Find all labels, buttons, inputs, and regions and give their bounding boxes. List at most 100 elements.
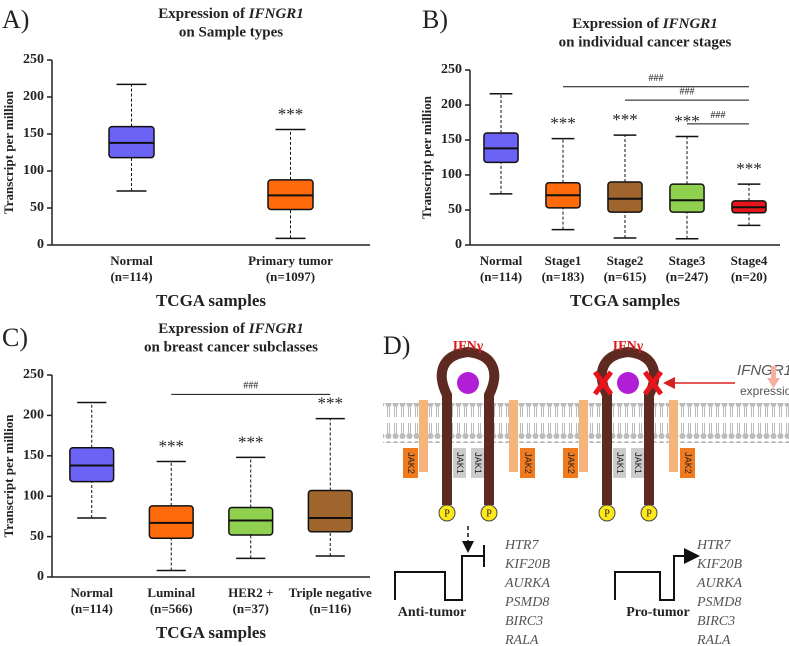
gene: RALA: [696, 633, 731, 646]
panel-label: A): [2, 5, 29, 34]
x-axis-label: TCGA samples: [156, 291, 266, 310]
significance: ***: [278, 104, 304, 123]
bracket-label: ###: [711, 110, 726, 121]
y-axis-label: Transcript per million: [419, 95, 434, 219]
significance: ***: [318, 394, 344, 413]
gene: RALA: [504, 633, 539, 646]
jak-label: JAK1: [455, 452, 465, 474]
y-axis-label: Transcript per million: [1, 414, 16, 538]
jak-label: JAK1: [615, 452, 625, 474]
significance: ***: [736, 159, 762, 178]
y-tick-label: 50: [448, 202, 462, 217]
promoter-repressed: [394, 545, 485, 601]
y-tick-label: 150: [23, 448, 44, 463]
title-gene: IFNGR1: [248, 6, 304, 22]
category-count: (n=183): [542, 269, 585, 284]
gene: AURKA: [504, 576, 551, 591]
y-tick-label: 100: [441, 167, 462, 182]
y-axis-label: Transcript per million: [1, 90, 16, 214]
x-tick-label: Luminal: [147, 585, 195, 600]
y-tick-label: 150: [441, 132, 462, 147]
jak-label: JAK2: [683, 452, 693, 474]
category-count: (n=566): [150, 601, 193, 616]
x-axis-label: TCGA samples: [156, 623, 266, 642]
x-tick-label: HER2 +: [228, 585, 273, 600]
phospho: P: [604, 508, 610, 519]
y-tick-label: 250: [23, 367, 44, 382]
y-tick-label: 250: [23, 52, 44, 67]
jak-label: JAK1: [473, 452, 483, 474]
gene: AURKA: [696, 576, 743, 591]
gene: HTR7: [504, 538, 539, 553]
y-tick-label: 200: [441, 97, 462, 112]
phospho: P: [444, 508, 450, 519]
y-tick-label: 200: [23, 408, 44, 423]
x-tick-label: Stage2: [607, 253, 644, 268]
x-tick-label: Stage4: [731, 253, 768, 268]
jak-label: JAK2: [566, 452, 576, 474]
panel-label: C): [2, 323, 28, 352]
y-tick-label: 0: [37, 569, 44, 584]
x-tick-label: Normal: [480, 253, 523, 268]
phospho: P: [646, 508, 652, 519]
gene: BIRC3: [505, 614, 543, 629]
category-count: (n=116): [309, 601, 351, 616]
gene-lists: HTR7 HTR7 KIF20B KIF20B AURKA AURKA PSMD8 PSMD8…: [504, 538, 743, 646]
x-tick-label: Stage1: [545, 253, 582, 268]
chart-title: Expression of IFNGR1: [158, 6, 304, 22]
title-text: Expression of: [158, 6, 249, 22]
title-gene: IFNGR1: [662, 16, 718, 32]
chart-title: Expression of IFNGR1: [572, 16, 718, 32]
significance: ***: [612, 110, 638, 129]
jak-label: JAK1: [633, 452, 643, 474]
receptor-right: IFNγ IFNGR1 expression JAK2 JAK1 JAK1 JA…: [563, 339, 789, 522]
receptor-left: IFNγ JAK2 JAK1 JAK1 JAK2 P P: [403, 339, 535, 522]
y-tick-label: 0: [455, 237, 462, 252]
gene: PSMD8: [696, 595, 741, 610]
y-tick-label: 100: [23, 163, 44, 178]
box: [607, 181, 643, 213]
y-tick-label: 200: [23, 89, 44, 104]
significance: ***: [159, 436, 185, 455]
category-count: (n=20): [731, 269, 767, 284]
chart-subtitle: on Sample types: [179, 24, 283, 40]
chart-title: Expression of IFNGR1: [158, 321, 304, 337]
outcome: Anti-tumor: [398, 605, 466, 620]
outcome: Pro-tumor: [626, 605, 690, 620]
significance: ***: [674, 111, 700, 130]
y-tick-label: 150: [23, 126, 44, 141]
category-count: (n=247): [666, 269, 709, 284]
receptor-note: expression: [740, 384, 789, 398]
y-tick-label: 50: [30, 200, 44, 215]
receptor-name: IFNGR1: [737, 362, 789, 379]
gene: PSMD8: [504, 595, 549, 610]
box: [307, 489, 353, 533]
category-count: (n=114): [110, 269, 152, 284]
x-tick-label: Primary tumor: [248, 253, 333, 268]
significance: ***: [550, 114, 576, 133]
bracket-label: ###: [243, 381, 258, 392]
chart-subtitle: on individual cancer stages: [559, 34, 732, 50]
x-tick-label: Stage3: [669, 253, 706, 268]
category-count: (n=1097): [266, 269, 315, 284]
category-count: (n=114): [480, 269, 522, 284]
y-tick-label: 50: [30, 529, 44, 544]
title-text: Expression of: [158, 321, 249, 337]
jak-label: JAK2: [406, 452, 416, 474]
x-tick-label: Normal: [70, 585, 113, 600]
title-text: Expression of: [572, 16, 663, 32]
y-tick-label: 0: [37, 237, 44, 252]
x-tick-label: Triple negative: [289, 585, 372, 600]
gene: BIRC3: [697, 614, 735, 629]
significance: ***: [238, 432, 264, 451]
jak-label: JAK2: [523, 452, 533, 474]
diagram: D) IFNγ JAK2 JAK1 JAK1 JAK2 P P IFNγ IFN…: [383, 331, 789, 646]
y-tick-label: 100: [23, 488, 44, 503]
box: [669, 183, 705, 213]
title-gene: IFNGR1: [248, 321, 304, 337]
x-tick-label: Normal: [110, 253, 153, 268]
y-tick-label: 250: [441, 62, 462, 77]
ligand: IFNγ: [453, 339, 484, 354]
phospho: P: [486, 508, 492, 519]
